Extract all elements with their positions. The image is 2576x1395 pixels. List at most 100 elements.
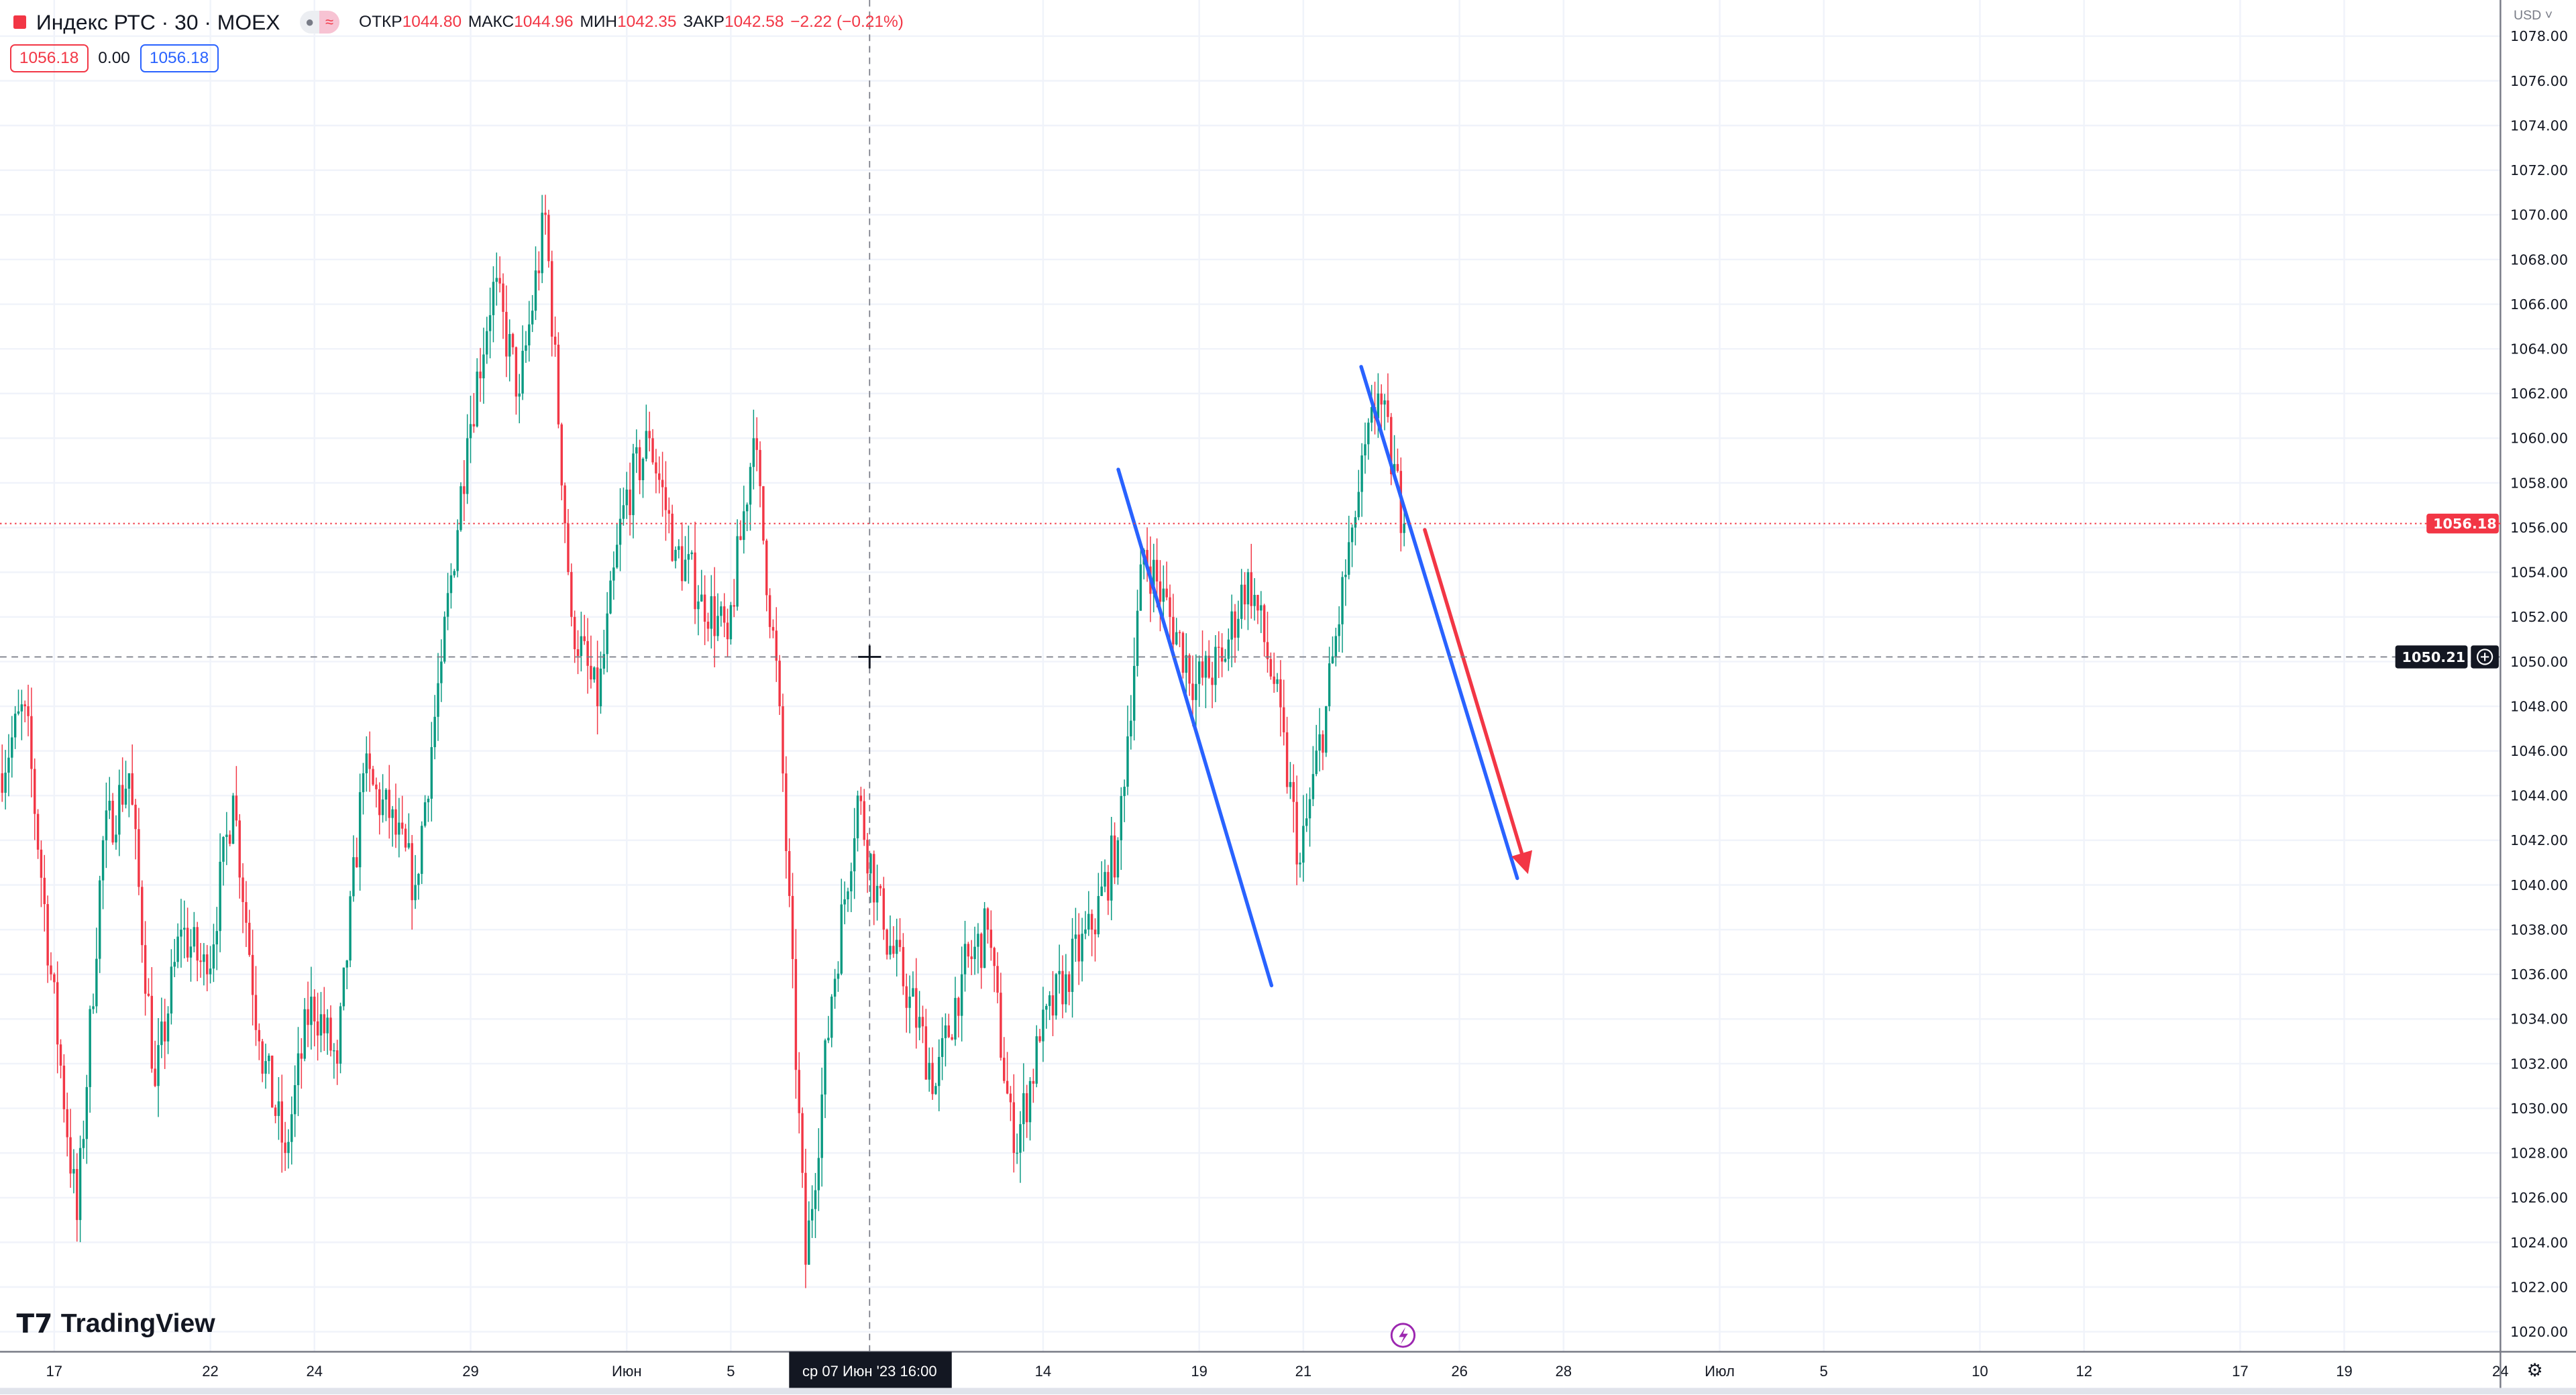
candle-body	[1283, 707, 1285, 732]
candle-body	[1285, 732, 1289, 787]
high-label: МАКС	[468, 13, 515, 32]
candle-body	[421, 826, 423, 875]
candle-body	[1204, 655, 1208, 678]
candle-body	[144, 945, 147, 994]
candle-body	[313, 997, 316, 1021]
indicator-pill[interactable]: ● ≈	[299, 11, 339, 34]
candle-body	[20, 704, 23, 712]
candle-body	[150, 995, 154, 1069]
candle-body	[231, 795, 235, 844]
gear-icon[interactable]: ⚙	[2526, 1359, 2543, 1380]
candle-body	[391, 809, 394, 818]
candle-body	[1403, 523, 1405, 533]
candle-body	[801, 1113, 804, 1173]
candle-body	[238, 820, 241, 878]
candle-body	[427, 798, 430, 803]
candle-body	[92, 1006, 95, 1009]
candle-body	[381, 799, 384, 816]
candle-body	[13, 714, 17, 738]
candle-body	[36, 814, 40, 850]
candle-body	[794, 958, 798, 1070]
candle-body	[505, 312, 508, 357]
candle-body	[762, 486, 765, 541]
candle-body	[547, 215, 550, 262]
change-value: −2.22 (−0.21%)	[790, 13, 904, 32]
candle-body	[1009, 1093, 1012, 1103]
candle-body	[1308, 799, 1311, 819]
candle-body	[417, 874, 420, 885]
buy-button[interactable]: 1056.18	[140, 44, 219, 72]
candle-body	[274, 1107, 277, 1116]
candle-body	[544, 213, 547, 215]
price-tick-label: 1022.00	[2510, 1279, 2568, 1295]
price-tick-label: 1026.00	[2510, 1190, 2568, 1206]
candle-body	[407, 843, 411, 848]
sell-button[interactable]: 1056.18	[9, 44, 89, 72]
candle-body	[170, 966, 173, 1014]
candle-body	[1396, 463, 1399, 471]
candle-body	[970, 956, 973, 959]
candle-body	[7, 757, 10, 773]
candle-body	[902, 947, 905, 987]
candle-body	[134, 804, 137, 830]
candle-body	[196, 927, 199, 961]
candle-body	[105, 810, 108, 840]
plus-circle	[2476, 649, 2493, 665]
plus-circle-icon[interactable]	[2471, 645, 2499, 669]
time-tick-label: Июн	[612, 1363, 642, 1380]
candle-body	[671, 513, 674, 561]
candle-body	[1380, 393, 1383, 405]
candle-body	[778, 661, 781, 707]
candle-body	[495, 278, 498, 282]
drawings[interactable]	[1116, 365, 1533, 988]
open-label: ОТКР	[359, 13, 402, 32]
candle-body	[1003, 1058, 1006, 1081]
time-tick-label: 22	[202, 1363, 219, 1380]
approx-icon[interactable]: ≈	[319, 11, 339, 34]
candle-body	[690, 552, 693, 555]
tradingview-logo[interactable]: 𝗧𝟳 TradingView	[16, 1309, 215, 1339]
candle-body	[996, 966, 999, 993]
candle-body	[745, 504, 749, 512]
candle-body	[1188, 655, 1191, 684]
trend-line[interactable]	[1359, 365, 1519, 881]
price-tick-label: 1070.00	[2510, 207, 2568, 223]
candle-body	[456, 530, 459, 571]
trend-line[interactable]	[1116, 467, 1274, 988]
lightning-icon[interactable]	[1390, 1323, 1416, 1348]
candle-body	[687, 554, 690, 560]
time-tick-label: 19	[2336, 1363, 2353, 1380]
candle-body	[1224, 659, 1227, 662]
candle-body	[850, 871, 853, 892]
order-panel: 1056.18 0.00 1056.18	[9, 44, 219, 72]
candle-body	[498, 278, 501, 284]
candle-body	[1113, 835, 1116, 878]
candle-body	[1273, 676, 1275, 684]
candle-body	[560, 424, 563, 486]
candle-body	[1139, 564, 1142, 611]
candle-body	[599, 668, 602, 707]
candle-body	[1253, 594, 1256, 606]
candle-body	[108, 800, 111, 811]
candle-body	[788, 850, 791, 896]
candle-body	[508, 334, 511, 357]
candle-body	[1165, 588, 1168, 598]
candle-body	[674, 549, 677, 561]
candle-body	[199, 960, 202, 962]
candle-body	[606, 613, 608, 655]
time-tick-label: 29	[462, 1363, 479, 1380]
candle-body	[1260, 605, 1263, 611]
currency-selector[interactable]: USD ˅	[2513, 8, 2553, 23]
candle-body	[1110, 835, 1113, 901]
candle-body	[326, 1017, 329, 1034]
candle-body	[1172, 616, 1175, 645]
candle-body	[521, 351, 524, 394]
candle-body	[99, 880, 101, 959]
minus-icon[interactable]: ●	[299, 11, 320, 34]
candle-body	[703, 594, 706, 622]
candle-body	[502, 283, 504, 313]
candle-body	[557, 344, 560, 425]
symbol-title[interactable]: Индекс РТС · 30 · MOEX	[36, 9, 280, 34]
arrow-drawing[interactable]	[1423, 528, 1533, 875]
